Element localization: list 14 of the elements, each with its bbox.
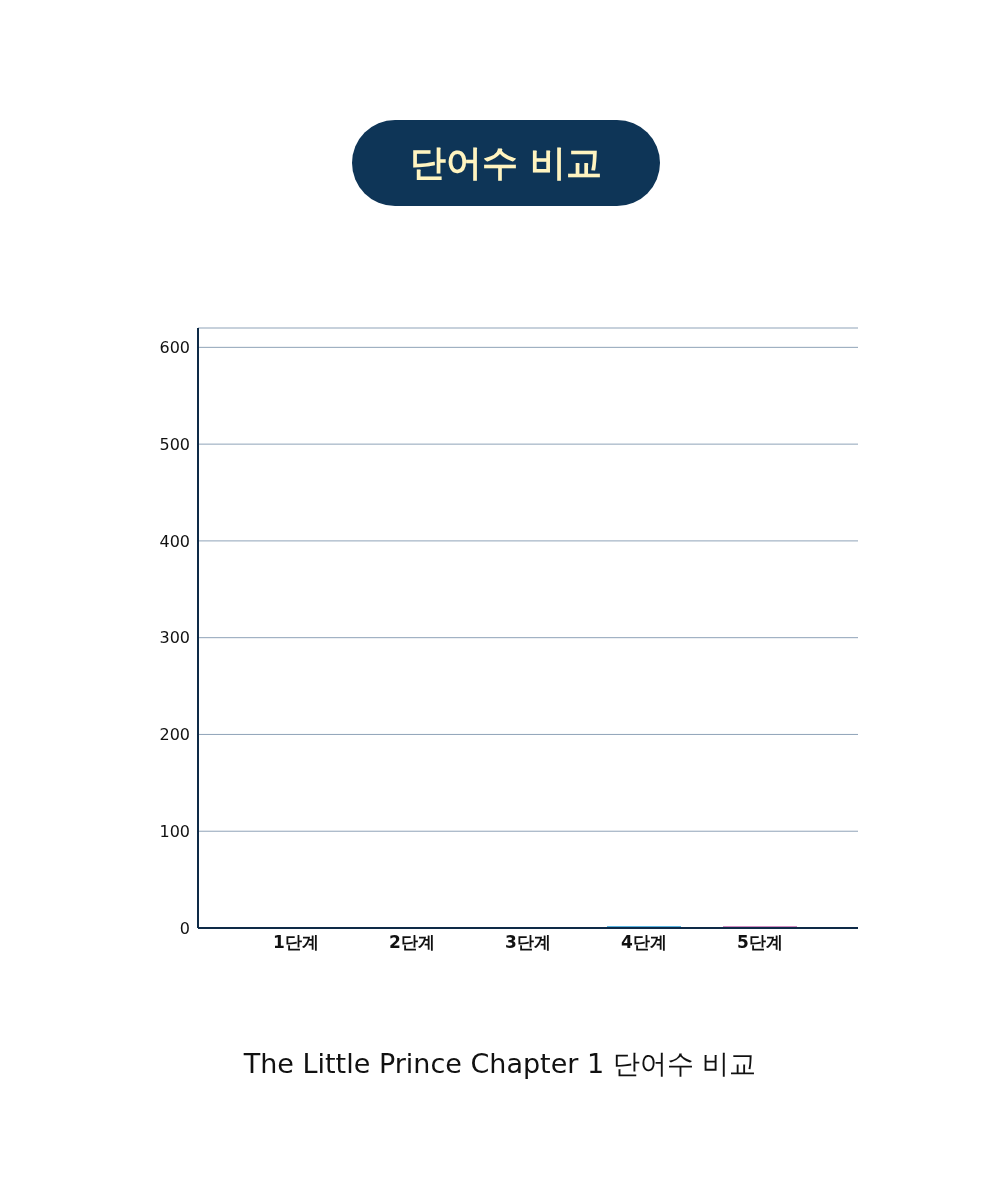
x-tick-label: 2단계: [389, 932, 435, 953]
y-tick-label: 0: [179, 918, 190, 938]
y-tick-label: 600: [159, 338, 190, 358]
text: The Little Prince Chapter 1 단어수 비교: [242, 1047, 758, 1081]
y-tick-label: 400: [159, 531, 190, 551]
x-tick-label: 4단계: [621, 932, 667, 953]
x-tick-label: 3단계: [505, 932, 551, 953]
x-tick-label: 5단계: [737, 932, 783, 953]
x-tick-label: 1단계: [273, 932, 319, 953]
y-tick-label: 100: [159, 821, 190, 841]
y-tick-label: 300: [159, 628, 190, 648]
chart-title: 단어수 비교: [352, 120, 660, 206]
y-tick-label: 500: [159, 434, 190, 454]
y-tick-label: 200: [159, 725, 190, 745]
